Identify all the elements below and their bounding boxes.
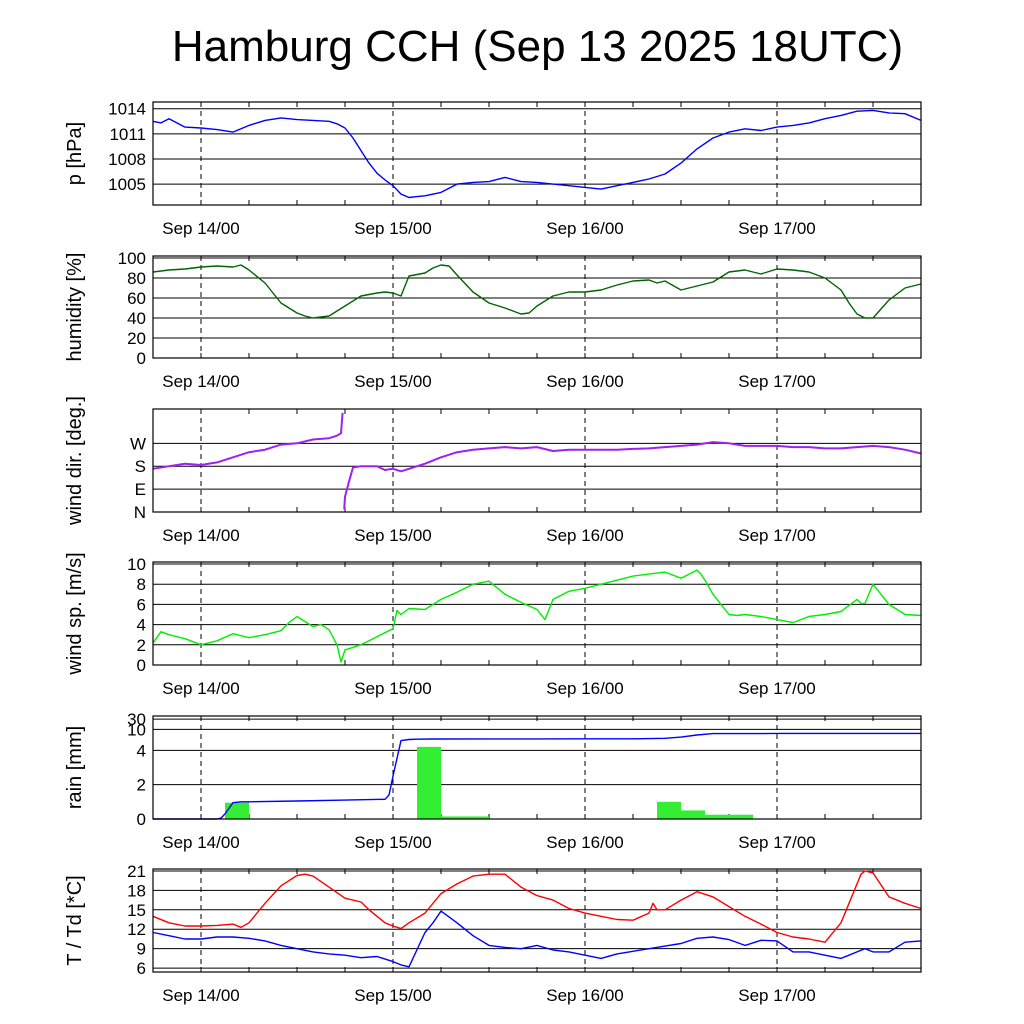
x-tick-label: Sep 16/00 [546, 219, 624, 238]
plot-frame [152, 101, 922, 206]
y-tick-label: 2 [137, 636, 146, 655]
y-axis-label: rain [mm] [64, 726, 86, 809]
x-tick-label: Sep 17/00 [738, 219, 816, 238]
x-tick-label: Sep 16/00 [546, 833, 624, 852]
rain-bar [441, 816, 489, 819]
x-tick-label: Sep 15/00 [354, 219, 432, 238]
y-tick-label: 0 [137, 349, 146, 368]
x-tick-label: Sep 16/00 [546, 986, 624, 1005]
y-tick-label: 0 [137, 656, 146, 675]
x-tick-label: Sep 16/00 [546, 679, 624, 698]
y-tick-label: W [130, 434, 146, 453]
y-tick-label: 1014 [108, 100, 146, 119]
plot-frame [152, 255, 922, 359]
x-tick-label: Sep 17/00 [738, 372, 816, 391]
x-tick-label: Sep 15/00 [354, 372, 432, 391]
y-tick-label: 21 [127, 862, 146, 881]
series-line [152, 109, 922, 199]
chart-title: Hamburg CCH (Sep 13 2025 18UTC) [171, 22, 904, 71]
x-tick-label: Sep 16/00 [546, 526, 624, 545]
y-axis-label: wind dir. [deg.] [64, 396, 86, 526]
plot-frame [152, 561, 922, 666]
y-axis-label: humidity [%] [64, 253, 86, 362]
y-tick-label: 18 [127, 881, 146, 900]
y-tick-label: 4 [137, 741, 146, 760]
y-tick-label: N [134, 503, 146, 522]
x-tick-label: Sep 15/00 [354, 986, 432, 1005]
y-tick-label: 8 [137, 575, 146, 594]
y-tick-label: E [135, 480, 146, 499]
series-line [153, 732, 921, 820]
y-tick-label: 12 [127, 920, 146, 939]
y-tick-label: 1005 [108, 175, 146, 194]
x-tick-label: Sep 17/00 [738, 986, 816, 1005]
series-line [152, 569, 922, 663]
x-tick-label: Sep 15/00 [354, 679, 432, 698]
x-tick-label: Sep 14/00 [162, 679, 240, 698]
x-tick-label: Sep 15/00 [354, 526, 432, 545]
y-tick-label: 15 [127, 901, 146, 920]
y-tick-label: 30 [127, 710, 146, 729]
x-tick-label: Sep 15/00 [354, 833, 432, 852]
y-tick-label: 10 [127, 555, 146, 574]
x-tick-label: Sep 17/00 [738, 833, 816, 852]
y-axis-label: p [hPa] [64, 122, 86, 185]
x-tick-label: Sep 14/00 [162, 219, 240, 238]
y-tick-label: 1008 [108, 150, 146, 169]
x-tick-label: Sep 14/00 [162, 833, 240, 852]
series-line [152, 264, 922, 319]
y-tick-label: 6 [137, 595, 146, 614]
plot-frame [152, 715, 922, 820]
series-line [343, 441, 922, 510]
y-tick-label: 40 [127, 309, 146, 328]
y-tick-label: 9 [137, 940, 146, 959]
panel-1: 1014 1011 1008 1005 Sep 14/00 Sep 15/00 Sep 16… [64, 100, 922, 238]
y-tick-label: 4 [137, 616, 146, 635]
rain-bar [225, 802, 249, 819]
y-tick-label: 6 [137, 959, 146, 978]
y-tick-label: 10 [127, 720, 146, 739]
y-tick-label: 2 [137, 776, 146, 795]
plot-frame [152, 408, 922, 513]
x-tick-label: Sep 14/00 [162, 526, 240, 545]
rain-bar [705, 814, 753, 819]
y-tick-label: 60 [127, 289, 146, 308]
x-tick-label: Sep 16/00 [546, 372, 624, 391]
rain-bar [657, 801, 681, 819]
y-tick-label: 80 [127, 269, 146, 288]
x-tick-label: Sep 14/00 [162, 986, 240, 1005]
y-tick-label: 20 [127, 329, 146, 348]
series-line [152, 910, 922, 968]
x-tick-label: Sep 17/00 [738, 679, 816, 698]
series-line [152, 870, 922, 943]
y-tick-label: 0 [137, 810, 146, 829]
y-axis-label: wind sp. [m/s] [64, 552, 86, 675]
y-tick-label: 100 [118, 249, 146, 268]
plot-frame [152, 868, 922, 973]
y-axis-label: T / Td [*C] [64, 875, 86, 965]
y-tick-label: S [135, 457, 146, 476]
rain-bar [417, 746, 441, 819]
x-tick-label: Sep 14/00 [162, 372, 240, 391]
series-line [152, 412, 344, 470]
y-tick-label: 1011 [109, 125, 146, 144]
rain-bar [681, 810, 705, 819]
x-tick-label: Sep 17/00 [738, 526, 816, 545]
